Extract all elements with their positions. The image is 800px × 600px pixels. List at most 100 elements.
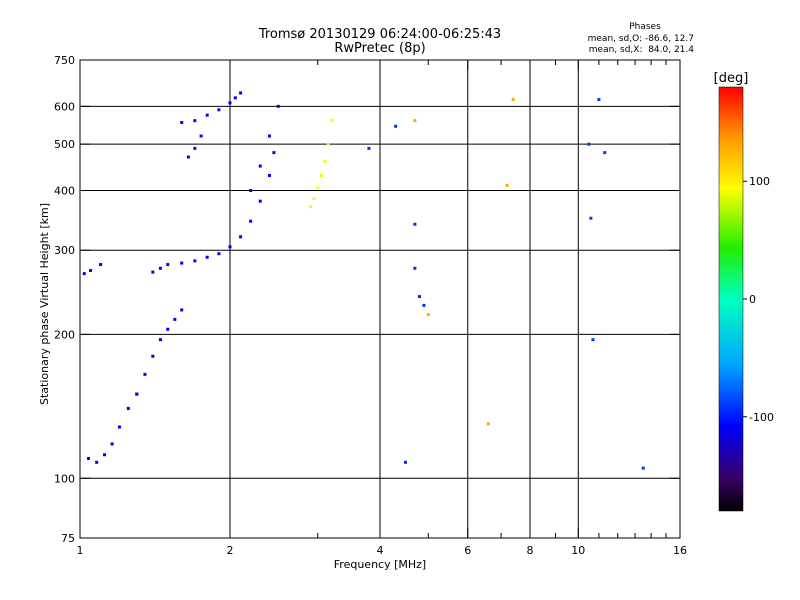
- data-point: [641, 466, 645, 470]
- data-point: [312, 196, 316, 200]
- data-point: [205, 255, 209, 259]
- x-axis: 1 2 4 6 8 10 16: [77, 60, 687, 557]
- y-tick-label: 200: [54, 328, 75, 341]
- data-point: [326, 142, 330, 146]
- data-point: [117, 425, 121, 429]
- data-point: [267, 173, 271, 177]
- colorbar-label: [deg]: [714, 71, 749, 86]
- data-point: [126, 406, 130, 410]
- data-point: [239, 91, 243, 95]
- data-point: [267, 134, 271, 138]
- data-point: [151, 354, 155, 358]
- data-point: [394, 124, 398, 128]
- data-point: [239, 235, 243, 239]
- data-point: [403, 460, 407, 464]
- x-axis-label: Frequency [MHz]: [334, 558, 426, 571]
- data-point: [249, 219, 253, 223]
- phase-stats-x: mean, sd,X: 84.0, 21.4: [588, 45, 694, 55]
- y-tick-label: 300: [54, 244, 75, 257]
- data-point: [413, 119, 417, 123]
- data-point: [110, 442, 114, 446]
- data-point: [166, 327, 170, 331]
- data-point: [426, 313, 430, 317]
- data-point: [99, 263, 103, 267]
- y-tick-label: 400: [54, 184, 75, 197]
- y-axis: 75 100 200 300 400 500 600 750: [54, 54, 680, 545]
- data-point: [422, 303, 426, 307]
- data-point: [589, 216, 593, 220]
- data-point: [316, 186, 320, 190]
- data-point: [186, 155, 190, 159]
- data-point: [367, 146, 371, 150]
- data-point: [166, 263, 170, 267]
- chart-title: Tromsø 20130129 06:24:00-06:25:43: [258, 27, 502, 42]
- y-tick-label: 500: [54, 138, 75, 151]
- data-point: [330, 119, 334, 123]
- data-point: [193, 259, 197, 263]
- data-point: [276, 104, 280, 108]
- data-point: [103, 453, 107, 457]
- data-point: [308, 205, 312, 209]
- data-point: [180, 261, 184, 265]
- data-point: [217, 252, 221, 256]
- colorbar-tick-label: 0: [749, 293, 756, 306]
- data-point: [89, 269, 93, 273]
- x-tick-label: 16: [673, 544, 687, 557]
- data-point: [319, 173, 323, 177]
- colorbar-tick-label: -100: [749, 411, 774, 424]
- data-point: [413, 222, 417, 226]
- data-point: [95, 460, 99, 464]
- data-point: [180, 121, 184, 125]
- data-point: [158, 338, 162, 342]
- colorbar: [718, 86, 744, 512]
- data-point: [199, 134, 203, 138]
- data-point: [511, 98, 515, 102]
- grid-lines: [80, 60, 680, 538]
- data-point: [417, 295, 421, 299]
- data-point: [505, 183, 509, 187]
- data-point: [158, 266, 162, 270]
- data-point: [180, 308, 184, 312]
- data-point: [413, 266, 417, 270]
- data-point: [591, 338, 595, 342]
- colorbar-ticks: 100 0 -100: [743, 175, 774, 424]
- data-point: [143, 372, 147, 376]
- phase-stats-heading: Phases: [629, 22, 661, 32]
- data-point: [486, 422, 490, 426]
- data-point: [258, 164, 262, 168]
- data-point: [151, 270, 155, 274]
- x-tick-label: 6: [464, 544, 471, 557]
- data-point: [135, 392, 139, 396]
- data-point: [587, 142, 591, 146]
- y-tick-label: 600: [54, 100, 75, 113]
- data-point: [217, 108, 221, 112]
- data-point: [205, 113, 209, 117]
- y-tick-label: 100: [54, 472, 75, 485]
- data-point: [258, 199, 262, 203]
- data-point: [272, 151, 276, 155]
- y-axis-label: Stationary phase Virtual Height [km]: [38, 203, 51, 405]
- x-tick-label: 10: [571, 544, 585, 557]
- y-tick-label: 75: [61, 532, 75, 545]
- x-tick-label: 2: [227, 544, 234, 557]
- phase-stats-o: mean, sd,O: -86.6, 12.7: [587, 34, 694, 44]
- data-point: [597, 98, 601, 102]
- data-point: [323, 159, 327, 163]
- data-points: [82, 91, 645, 470]
- data-point: [82, 272, 86, 276]
- x-tick-label: 1: [77, 544, 84, 557]
- data-point: [193, 146, 197, 150]
- colorbar-tick-label: 100: [749, 175, 770, 188]
- x-tick-label: 4: [377, 544, 384, 557]
- chart-subtitle: RwPretec (8p): [334, 41, 426, 56]
- data-point: [228, 101, 232, 105]
- data-point: [233, 96, 237, 100]
- data-point: [193, 119, 197, 123]
- data-point: [249, 188, 253, 192]
- data-point: [228, 245, 232, 249]
- data-point: [603, 151, 607, 155]
- y-tick-label: 750: [54, 54, 75, 67]
- data-point: [173, 317, 177, 321]
- data-point: [86, 456, 90, 460]
